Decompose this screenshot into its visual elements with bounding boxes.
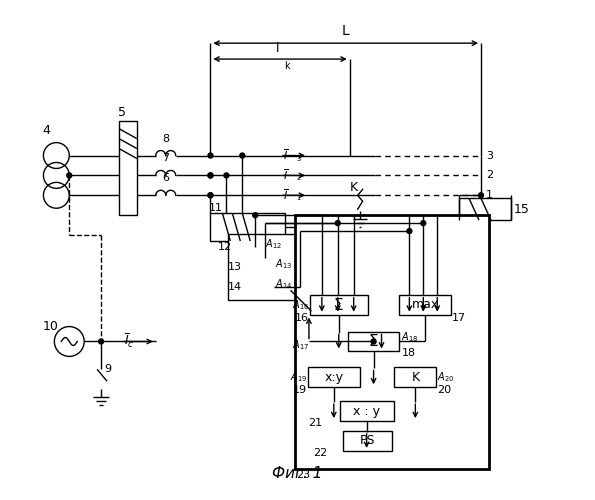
- Circle shape: [208, 173, 213, 178]
- Text: 23: 23: [296, 470, 310, 480]
- Text: $\Sigma$: $\Sigma$: [368, 334, 379, 349]
- Text: max: max: [412, 298, 439, 311]
- Circle shape: [224, 173, 229, 178]
- Circle shape: [421, 220, 426, 226]
- Text: x:y: x:y: [324, 371, 343, 384]
- Circle shape: [336, 220, 340, 226]
- Text: 22: 22: [313, 448, 327, 458]
- Text: $_{3}$: $_{3}$: [296, 154, 302, 164]
- Text: 20: 20: [437, 385, 452, 395]
- Circle shape: [208, 153, 213, 158]
- Text: 4: 4: [42, 124, 51, 137]
- Text: l: l: [276, 42, 280, 55]
- Text: 6: 6: [162, 174, 169, 184]
- Bar: [228, 234, 316, 300]
- Text: 11: 11: [208, 203, 223, 213]
- Bar: [211, 213, 285, 241]
- Circle shape: [208, 193, 213, 198]
- Text: 8: 8: [162, 134, 170, 143]
- Text: 7: 7: [162, 154, 170, 164]
- Text: 16: 16: [295, 312, 309, 322]
- Text: $_{2}$: $_{2}$: [296, 174, 302, 184]
- Circle shape: [478, 193, 484, 198]
- Bar: [459, 198, 511, 220]
- Circle shape: [371, 339, 376, 344]
- Circle shape: [67, 173, 72, 178]
- Text: $\overline{I}$: $\overline{I}$: [283, 148, 289, 162]
- Text: 19: 19: [293, 385, 307, 395]
- Circle shape: [253, 212, 258, 218]
- Bar: [310, 294, 368, 314]
- Circle shape: [208, 193, 213, 198]
- Text: L: L: [342, 24, 350, 38]
- Text: PS: PS: [360, 434, 375, 448]
- Text: $A_{20}$: $A_{20}$: [437, 370, 455, 384]
- Circle shape: [407, 228, 412, 234]
- Text: 12: 12: [218, 242, 233, 252]
- Text: 18: 18: [402, 348, 415, 358]
- Circle shape: [240, 153, 245, 158]
- Text: $\overline{I}$: $\overline{I}$: [283, 188, 289, 202]
- Text: 13: 13: [228, 262, 242, 272]
- Text: $A_{12}$: $A_{12}$: [265, 237, 282, 251]
- Text: x : y: x : y: [353, 404, 380, 417]
- Text: 2: 2: [486, 170, 493, 180]
- Text: 14: 14: [228, 282, 242, 292]
- Text: K: K: [350, 181, 358, 194]
- Text: K: K: [411, 371, 419, 384]
- Text: Фиг. 1: Фиг. 1: [272, 466, 322, 481]
- Bar: [119, 120, 137, 215]
- Text: 17: 17: [452, 312, 466, 322]
- Text: 1: 1: [486, 190, 493, 200]
- Bar: [340, 401, 394, 421]
- Text: 21: 21: [308, 418, 322, 428]
- Bar: [295, 215, 489, 469]
- Text: $A_{19}$: $A_{19}$: [290, 370, 307, 384]
- Bar: [347, 332, 399, 351]
- Text: 9: 9: [104, 364, 111, 374]
- Text: 3: 3: [486, 150, 493, 160]
- Bar: [399, 294, 451, 314]
- Circle shape: [208, 173, 213, 178]
- Bar: [394, 368, 436, 387]
- Text: 5: 5: [118, 106, 126, 120]
- Text: $\Sigma$: $\Sigma$: [333, 296, 344, 312]
- Text: 15: 15: [514, 202, 530, 215]
- Text: 10: 10: [42, 320, 58, 333]
- Text: $\overline{I}_c$: $\overline{I}_c$: [124, 332, 134, 349]
- Text: $_{1}$: $_{1}$: [296, 194, 302, 203]
- Bar: [308, 368, 359, 387]
- Text: $A_{18}$: $A_{18}$: [402, 330, 419, 344]
- Text: $A_{16}$: $A_{16}$: [292, 298, 309, 312]
- Text: $A_{14}$: $A_{14}$: [275, 277, 293, 290]
- Text: $\overline{I}$: $\overline{I}$: [283, 168, 289, 182]
- Text: k: k: [284, 61, 290, 71]
- Circle shape: [99, 339, 104, 344]
- Bar: [343, 431, 393, 451]
- Text: $A_{17}$: $A_{17}$: [292, 338, 309, 352]
- Text: $A_{13}$: $A_{13}$: [275, 257, 292, 271]
